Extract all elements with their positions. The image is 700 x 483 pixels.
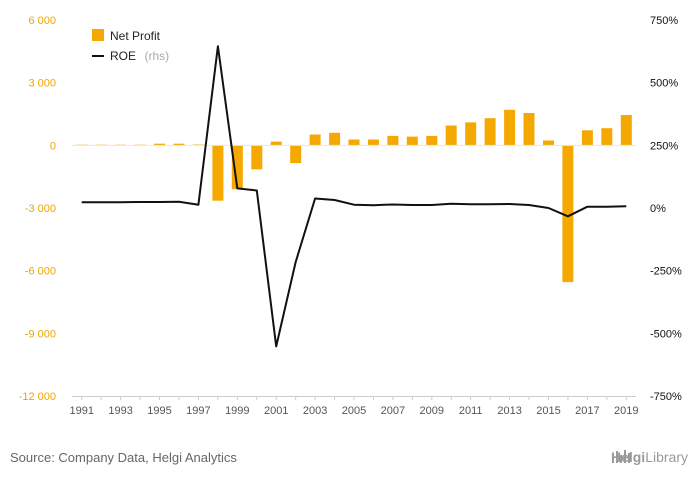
bar-net-profit-2002 [290, 145, 302, 164]
roe-line-path [81, 45, 627, 348]
left-axis-ticks: 6 000 3 000 0 -3 000 -6 000 -9 000 -12 000 [19, 15, 56, 403]
bar-net-profit-2017 [581, 130, 593, 146]
bar-net-profit-2004 [329, 132, 341, 146]
legend-roe-suffix: (rhs) [144, 49, 169, 63]
x-tick-label: 1995 [147, 405, 171, 417]
right-tick-label: -250% [650, 266, 682, 278]
bar-net-profit-2018 [601, 128, 613, 146]
right-tick-label: 500% [650, 78, 678, 90]
bar-net-profit-2015 [543, 140, 554, 146]
bar-net-profit-1996 [173, 143, 185, 146]
x-tick-label: 1991 [69, 405, 93, 417]
bar-net-profit-2008 [406, 136, 418, 146]
x-tick-label: 2019 [614, 405, 638, 417]
logo-word-library: Library [645, 449, 688, 465]
roe-line-series [81, 45, 627, 348]
legend-label-net-profit: Net Profit [110, 29, 161, 43]
x-tick-label: 1993 [108, 405, 132, 417]
bar-net-profit-2001 [270, 141, 282, 146]
bar-net-profit-2005 [348, 139, 360, 146]
left-tick-label: -3 000 [25, 203, 56, 215]
helgi-library-logo: HelgiLibrary [611, 449, 688, 465]
right-tick-label: 750% [650, 15, 678, 27]
x-tick-label: 2003 [303, 405, 327, 417]
x-tick-label: 1999 [225, 405, 249, 417]
library-logo-icon [611, 450, 630, 463]
bar-net-profit-2003 [309, 134, 321, 146]
bar-net-profit-2007 [387, 135, 399, 146]
bar-net-profit-1999 [231, 145, 243, 190]
right-tick-label: 0% [650, 203, 666, 215]
source-note: Source: Company Data, Helgi Analytics [10, 450, 237, 465]
x-tick-label: 2011 [459, 405, 483, 417]
left-tick-label: -12 000 [19, 391, 56, 403]
x-tick-label: 2015 [536, 405, 560, 417]
right-axis-ticks: 750% 500% 250% 0% -250% -500% -750% [650, 15, 682, 403]
x-tick-label: 2001 [264, 405, 288, 417]
bar-net-profit-2006 [367, 139, 379, 146]
x-axis-ticks: 1991 1993 1995 1997 1999 2001 2003 2005 2007 2009… [69, 396, 639, 417]
bar-net-profit-2009 [426, 135, 438, 146]
bar-net-profit-2016 [562, 145, 574, 283]
right-tick-label: 250% [650, 140, 678, 152]
right-tick-label: -500% [650, 328, 682, 340]
legend-label-roe: ROE (rhs) [110, 47, 169, 64]
right-tick-label: -750% [650, 391, 682, 403]
x-tick-label: 2017 [575, 405, 599, 417]
net-profit-bars [76, 109, 632, 283]
left-tick-label: 3 000 [28, 78, 56, 90]
legend-swatch-net-profit [92, 29, 104, 41]
bar-net-profit-1995 [154, 143, 165, 146]
left-tick-label: -6 000 [25, 266, 56, 278]
bar-net-profit-2019 [620, 115, 632, 146]
legend: Net Profit ROE (rhs) [92, 29, 169, 64]
combo-chart: 6 000 3 000 0 -3 000 -6 000 -9 000 -12 000 750… [19, 15, 682, 417]
bar-net-profit-2013 [504, 109, 516, 146]
left-tick-label: 6 000 [28, 15, 56, 27]
x-tick-label: 2009 [420, 405, 444, 417]
left-tick-label: 0 [50, 140, 56, 152]
bar-net-profit-1998 [212, 145, 224, 201]
x-tick-label: 2007 [381, 405, 405, 417]
bar-net-profit-2012 [484, 118, 496, 146]
x-tick-label: 2013 [497, 405, 521, 417]
x-tick-label: 1997 [186, 405, 210, 417]
bar-net-profit-2000 [251, 145, 263, 170]
bar-net-profit-2010 [445, 125, 457, 146]
legend-roe-name: ROE [110, 49, 136, 63]
bar-net-profit-2014 [523, 113, 535, 146]
bar-net-profit-2011 [465, 122, 477, 146]
x-tick-label: 2005 [342, 405, 366, 417]
left-tick-label: -9 000 [25, 328, 56, 340]
